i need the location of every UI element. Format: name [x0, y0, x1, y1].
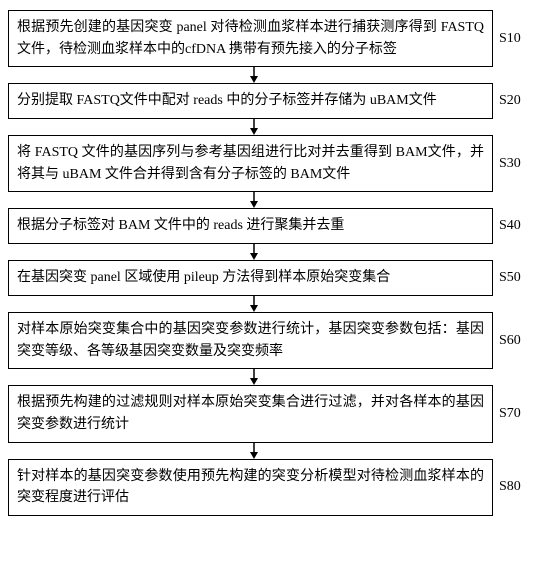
arrow-down-icon	[246, 443, 262, 459]
step-row-s60: 对样本原始突变集合中的基因突变参数进行统计，基因突变参数包括：基因突变等级、各等…	[8, 312, 535, 369]
step-node-s80: 针对样本的基因突变参数使用预先构建的突变分析模型对待检测血浆样本的突变程度进行评…	[8, 459, 493, 516]
arrow-down-icon	[246, 119, 262, 135]
step-label-s60: S60	[499, 333, 535, 349]
arrow-down-icon	[246, 192, 262, 208]
step-node-s40: 根据分子标签对 BAM 文件中的 reads 进行聚集并去重	[8, 208, 493, 244]
step-label-s30: S30	[499, 156, 535, 172]
step-row-s20: 分别提取 FASTQ文件中配对 reads 中的分子标签并存储为 uBAM文件 …	[8, 83, 535, 119]
step-node-s20: 分别提取 FASTQ文件中配对 reads 中的分子标签并存储为 uBAM文件	[8, 83, 493, 119]
step-node-s30: 将 FASTQ 文件的基因序列与参考基因组进行比对并去重得到 BAM文件，并将其…	[8, 135, 493, 192]
step-label-s10: S10	[499, 31, 535, 47]
step-row-s50: 在基因突变 panel 区域使用 pileup 方法得到样本原始突变集合 S50	[8, 260, 535, 296]
step-row-s80: 针对样本的基因突变参数使用预先构建的突变分析模型对待检测血浆样本的突变程度进行评…	[8, 459, 535, 516]
step-label-s50: S50	[499, 270, 535, 286]
step-node-s10: 根据预先创建的基因突变 panel 对待检测血浆样本进行捕获测序得到 FASTQ…	[8, 10, 493, 67]
arrow-down-icon	[246, 67, 262, 83]
connector-s50-s60	[8, 296, 535, 312]
arrow-down-icon	[246, 296, 262, 312]
arrow-down-icon	[246, 369, 262, 385]
step-row-s40: 根据分子标签对 BAM 文件中的 reads 进行聚集并去重 S40	[8, 208, 535, 244]
step-label-s80: S80	[499, 479, 535, 495]
arrow-down-icon	[246, 244, 262, 260]
step-node-s50: 在基因突变 panel 区域使用 pileup 方法得到样本原始突变集合	[8, 260, 493, 296]
connector-s30-s40	[8, 192, 535, 208]
connector-s70-s80	[8, 443, 535, 459]
step-label-s20: S20	[499, 93, 535, 109]
flowchart-container: 根据预先创建的基因突变 panel 对待检测血浆样本进行捕获测序得到 FASTQ…	[8, 10, 535, 516]
step-row-s70: 根据预先构建的过滤规则对样本原始突变集合进行过滤，并对各样本的基因突变参数进行统…	[8, 385, 535, 442]
connector-s60-s70	[8, 369, 535, 385]
step-node-s60: 对样本原始突变集合中的基因突变参数进行统计，基因突变参数包括：基因突变等级、各等…	[8, 312, 493, 369]
step-label-s40: S40	[499, 218, 535, 234]
connector-s40-s50	[8, 244, 535, 260]
step-node-s70: 根据预先构建的过滤规则对样本原始突变集合进行过滤，并对各样本的基因突变参数进行统…	[8, 385, 493, 442]
step-row-s30: 将 FASTQ 文件的基因序列与参考基因组进行比对并去重得到 BAM文件，并将其…	[8, 135, 535, 192]
step-row-s10: 根据预先创建的基因突变 panel 对待检测血浆样本进行捕获测序得到 FASTQ…	[8, 10, 535, 67]
connector-s20-s30	[8, 119, 535, 135]
step-label-s70: S70	[499, 406, 535, 422]
connector-s10-s20	[8, 67, 535, 83]
